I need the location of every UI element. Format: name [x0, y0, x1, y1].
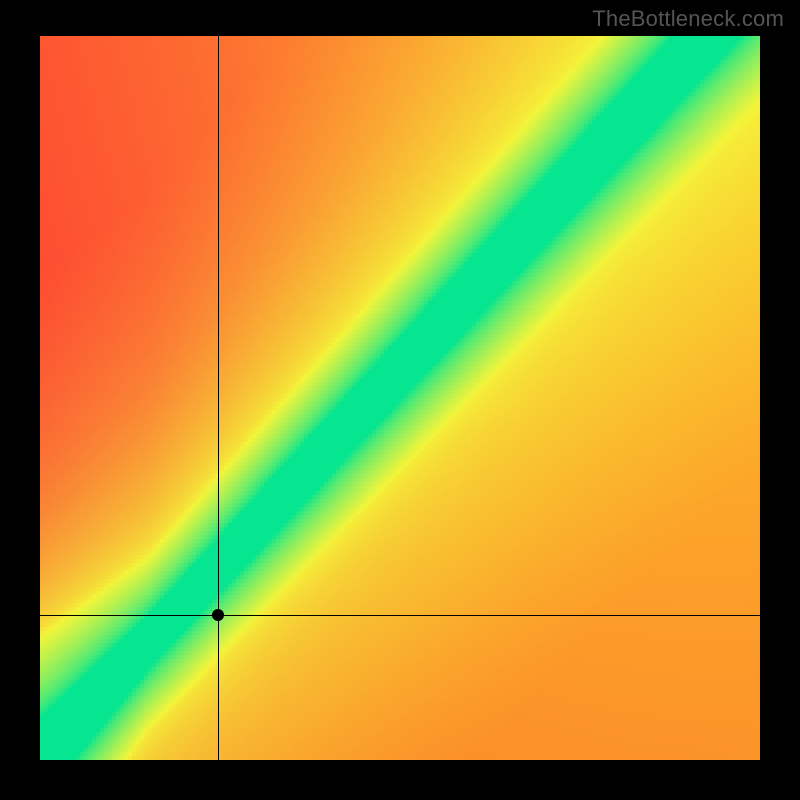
chart-container: TheBottleneck.com	[0, 0, 800, 800]
crosshair-marker	[212, 609, 224, 621]
crosshair-horizontal	[40, 615, 760, 616]
crosshair-vertical	[218, 36, 219, 760]
heatmap-canvas	[40, 36, 760, 760]
watermark: TheBottleneck.com	[592, 6, 784, 32]
plot-frame	[40, 36, 760, 760]
